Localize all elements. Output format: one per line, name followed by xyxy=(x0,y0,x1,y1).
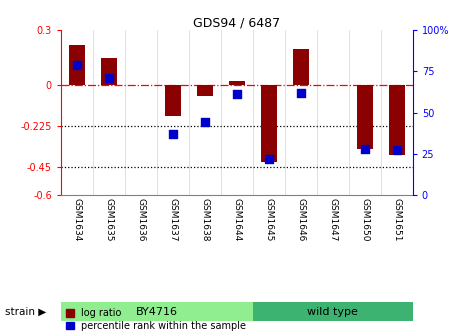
Point xyxy=(73,62,81,68)
Text: GSM1646: GSM1646 xyxy=(296,198,305,242)
Point xyxy=(265,156,272,161)
Point xyxy=(169,131,177,137)
Point xyxy=(201,120,209,125)
Bar xyxy=(389,85,405,155)
Text: GSM1650: GSM1650 xyxy=(360,198,369,242)
Point xyxy=(393,148,401,153)
Text: GSM1635: GSM1635 xyxy=(105,198,113,242)
Text: GSM1638: GSM1638 xyxy=(200,198,209,242)
Point xyxy=(361,146,369,152)
Bar xyxy=(293,48,309,85)
Text: wild type: wild type xyxy=(307,307,358,317)
Text: GSM1647: GSM1647 xyxy=(328,198,337,242)
Bar xyxy=(197,85,213,96)
Text: BY4716: BY4716 xyxy=(136,307,178,317)
Bar xyxy=(357,85,373,149)
Point xyxy=(297,90,304,95)
Text: GSM1651: GSM1651 xyxy=(392,198,401,242)
Legend: log ratio, percentile rank within the sample: log ratio, percentile rank within the sa… xyxy=(66,308,246,331)
Text: GSM1636: GSM1636 xyxy=(136,198,145,242)
Bar xyxy=(69,45,85,85)
Title: GDS94 / 6487: GDS94 / 6487 xyxy=(193,16,280,29)
Text: GSM1637: GSM1637 xyxy=(168,198,177,242)
Text: strain ▶: strain ▶ xyxy=(5,307,46,317)
Text: GSM1645: GSM1645 xyxy=(265,198,273,242)
Bar xyxy=(261,85,277,162)
Point xyxy=(105,75,113,81)
Bar xyxy=(165,85,181,116)
Bar xyxy=(101,58,117,85)
Point xyxy=(233,92,241,97)
Text: GSM1644: GSM1644 xyxy=(232,198,242,242)
Bar xyxy=(229,81,245,85)
Text: GSM1634: GSM1634 xyxy=(72,198,82,242)
